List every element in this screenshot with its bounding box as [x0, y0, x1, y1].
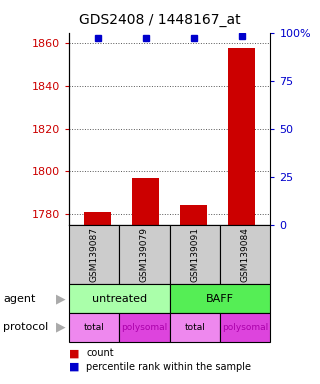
Bar [84, 212, 111, 225]
Text: ▶: ▶ [56, 292, 66, 305]
Text: GSM139079: GSM139079 [140, 227, 149, 282]
Text: percentile rank within the sample: percentile rank within the sample [86, 362, 252, 372]
Bar [132, 178, 159, 225]
Text: total: total [84, 323, 104, 332]
Text: count: count [86, 348, 114, 358]
Text: untreated: untreated [92, 293, 147, 304]
Text: polysomal: polysomal [222, 323, 268, 332]
Text: GDS2408 / 1448167_at: GDS2408 / 1448167_at [79, 13, 241, 27]
Text: ■: ■ [69, 362, 79, 372]
Text: GSM139087: GSM139087 [90, 227, 99, 282]
Bar [180, 205, 207, 225]
Text: ▶: ▶ [56, 321, 66, 334]
Text: ■: ■ [69, 348, 79, 358]
Bar [228, 48, 255, 225]
Text: protocol: protocol [3, 322, 48, 333]
Text: GSM139091: GSM139091 [190, 227, 199, 282]
Text: polysomal: polysomal [121, 323, 168, 332]
Text: total: total [184, 323, 205, 332]
Text: agent: agent [3, 293, 36, 304]
Text: GSM139084: GSM139084 [241, 227, 250, 282]
Text: BAFF: BAFF [206, 293, 234, 304]
